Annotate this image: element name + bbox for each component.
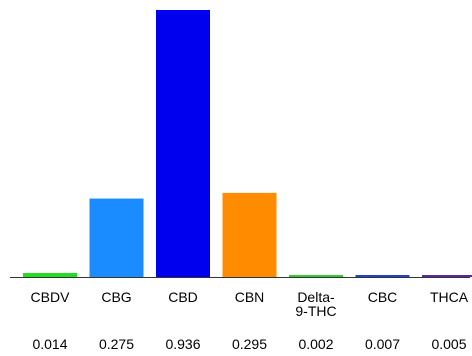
bar-thca [422,275,472,277]
value-label-cbdv: 0.014 [32,336,67,352]
category-label-thca: THCA [430,289,469,305]
category-label-cbdv: CBDV [31,289,71,305]
value-labels: 0.014 0.275 0.936 0.295 0.002 0.007 0.005 [32,336,466,352]
bar-cbg [89,198,144,277]
bars-group [23,10,472,277]
category-label-cbn: CBN [235,289,265,305]
bar-cbdv [23,273,77,277]
category-label-cbd: CBD [168,289,198,305]
value-label-cbd: 0.936 [165,336,200,352]
value-label-cbn: 0.295 [232,336,267,352]
category-labels: CBDV CBG CBD CBN Delta-9-THC CBC THCA [31,289,469,319]
category-label-cbc: CBC [368,289,398,305]
bar-delta-9-thc [289,275,343,277]
value-label-thca: 0.005 [431,336,466,352]
category-label-delta-9-thc: Delta-9-THC [295,289,336,319]
bar-cbd [156,10,210,277]
value-label-delta-9-thc: 0.002 [298,336,333,352]
bar-cbn [222,192,277,277]
category-label-cbg: CBG [101,289,131,305]
value-label-cbg: 0.275 [99,336,134,352]
bar-cbc [355,275,410,277]
value-label-cbc: 0.007 [365,336,400,352]
